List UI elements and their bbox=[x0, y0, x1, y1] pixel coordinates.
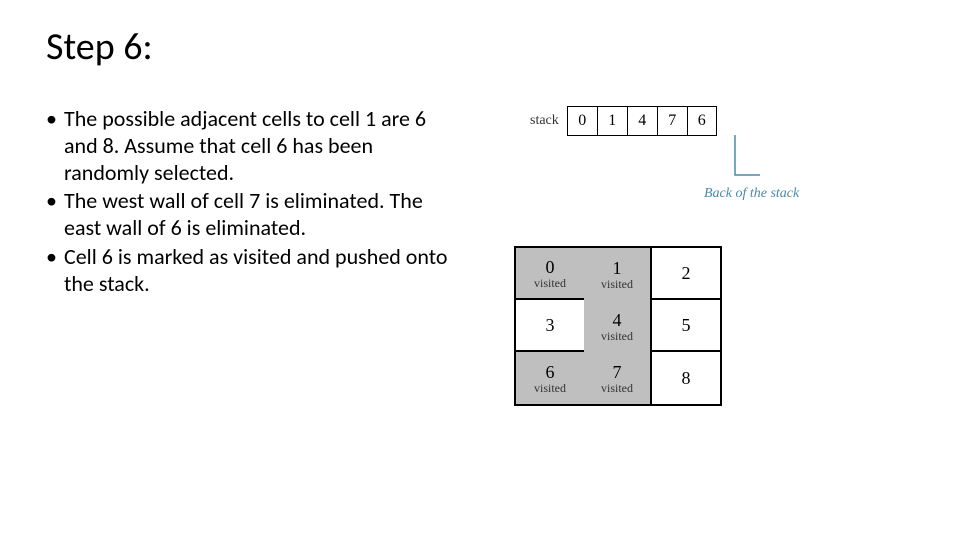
cell-sublabel: visited bbox=[601, 330, 633, 342]
cell-number: 6 bbox=[546, 363, 555, 381]
cell-sublabel: visited bbox=[601, 382, 633, 394]
stack-cell: 4 bbox=[627, 106, 657, 136]
grid-cell: 1 visited bbox=[584, 248, 652, 300]
cell-number: 1 bbox=[613, 259, 622, 277]
content-columns: The possible adjacent cells to cell 1 ar… bbox=[46, 106, 914, 300]
cell-number: 3 bbox=[546, 316, 555, 334]
cell-sublabel: visited bbox=[534, 277, 566, 289]
stack-label: stack bbox=[530, 113, 559, 129]
bullet-item: The west wall of cell 7 is eliminated. T… bbox=[46, 188, 450, 242]
cell-number: 8 bbox=[682, 369, 691, 387]
bullet-item: The possible adjacent cells to cell 1 ar… bbox=[46, 106, 450, 186]
grid-cell: 8 bbox=[652, 352, 720, 404]
stack-diagram: stack 0 1 4 7 6 bbox=[530, 106, 717, 136]
cell-number: 2 bbox=[682, 264, 691, 282]
bullet-item: Cell 6 is marked as visited and pushed o… bbox=[46, 244, 450, 298]
bullet-list: The possible adjacent cells to cell 1 ar… bbox=[46, 106, 450, 298]
slide: Step 6: The possible adjacent cells to c… bbox=[0, 0, 960, 300]
connector-icon bbox=[720, 135, 770, 187]
cell-number: 0 bbox=[546, 258, 555, 276]
grid-cell: 7 visited bbox=[584, 352, 652, 404]
cell-sublabel: visited bbox=[534, 382, 566, 394]
cell-number: 7 bbox=[613, 363, 622, 381]
grid-cell: 0 visited bbox=[516, 248, 584, 300]
stack-boxes: 0 1 4 7 6 bbox=[567, 106, 717, 136]
cell-number: 5 bbox=[682, 316, 691, 334]
stack-connector bbox=[720, 135, 770, 187]
grid-cell: 5 bbox=[652, 300, 720, 352]
stack-cell: 6 bbox=[687, 106, 717, 136]
text-column: The possible adjacent cells to cell 1 ar… bbox=[46, 106, 450, 300]
slide-title: Step 6: bbox=[46, 24, 914, 70]
grid-cell: 3 bbox=[516, 300, 584, 352]
maze-grid: 0 visited 1 visited 2 3 4 vi bbox=[514, 246, 722, 406]
grid-cell: 6 visited bbox=[516, 352, 584, 404]
cell-number: 4 bbox=[613, 311, 622, 329]
grid-cell: 4 visited bbox=[584, 300, 652, 352]
stack-cell: 0 bbox=[567, 106, 597, 136]
stack-cell: 1 bbox=[597, 106, 627, 136]
diagram-column: stack 0 1 4 7 6 Back of the stack 0 bbox=[480, 106, 900, 300]
stack-back-label: Back of the stack bbox=[704, 186, 799, 202]
grid-container: 0 visited 1 visited 2 3 4 vi bbox=[514, 246, 722, 406]
grid-cell: 2 bbox=[652, 248, 720, 300]
stack-cell: 7 bbox=[657, 106, 687, 136]
cell-sublabel: visited bbox=[601, 278, 633, 290]
